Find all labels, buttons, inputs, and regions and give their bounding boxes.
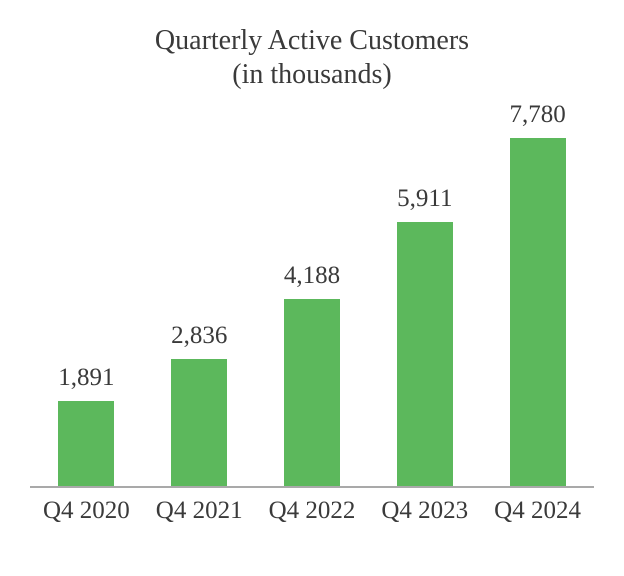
- bar-group: 2,836: [143, 322, 256, 487]
- chart-title-block: Quarterly Active Customers (in thousands…: [0, 24, 624, 92]
- bar: [171, 359, 228, 487]
- x-axis-label: Q4 2020: [42, 497, 130, 525]
- chart-title: Quarterly Active Customers: [154, 25, 470, 56]
- x-axis-label: Q4 2024: [494, 497, 581, 525]
- x-axis-label: Q4 2022: [268, 497, 356, 525]
- bar-value-label: 7,780: [509, 101, 566, 129]
- x-axis-label: Q4 2021: [155, 497, 243, 525]
- x-axis-labels: Q4 2020 Q4 2021 Q4 2022 Q4 2023 Q4 2024: [30, 488, 594, 525]
- bar-value-label: 5,911: [397, 185, 453, 213]
- bar-group: 1,891: [30, 364, 143, 487]
- plot-area: 1,891 2,836 4,188 5,911 7,780: [30, 94, 594, 489]
- bar: [396, 222, 453, 487]
- bar-value-label: 2,836: [171, 322, 228, 350]
- bar-value-label: 1,891: [58, 364, 115, 392]
- bar: [283, 299, 340, 487]
- chart-subtitle: (in thousands): [232, 59, 392, 91]
- bar-value-label: 4,188: [283, 262, 341, 290]
- bar: [509, 138, 566, 487]
- bar: [58, 401, 115, 487]
- x-axis-label: Q4 2023: [381, 497, 469, 525]
- bar-group: 4,188: [256, 262, 369, 487]
- bar-group: 7,780: [481, 101, 594, 487]
- bar-group: 5,911: [368, 185, 481, 487]
